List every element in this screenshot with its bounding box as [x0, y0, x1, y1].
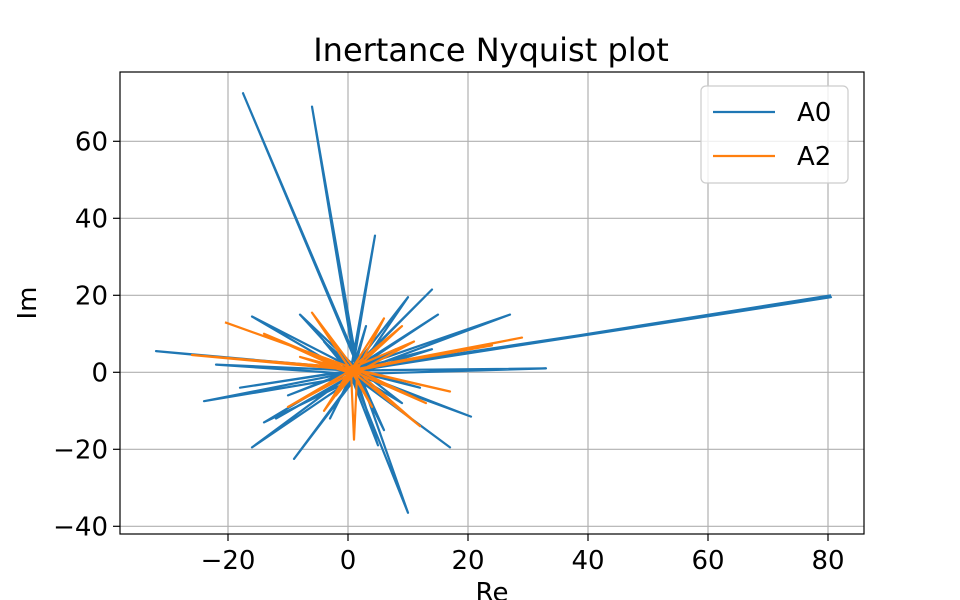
series-layer [154, 92, 833, 514]
y-tick-label: 20 [75, 281, 108, 311]
x-tick-label: 80 [811, 546, 844, 576]
x-axis-label: Re [476, 578, 509, 600]
y-tick-label: 60 [75, 127, 108, 157]
y-tick-label: −20 [53, 435, 108, 465]
plot-frame [119, 71, 865, 535]
axis-ticks: −20 0 20 40 60 80 −40 −20 0 20 40 60 [53, 127, 844, 576]
y-axis-label: Im [13, 287, 43, 320]
grid-lines [120, 72, 864, 534]
chart-title: Inertance Nyquist plot [313, 31, 669, 69]
legend-label-a0: A0 [797, 98, 831, 128]
x-tick-label: 20 [451, 546, 484, 576]
x-tick-label: 60 [691, 546, 724, 576]
legend-label-a2: A2 [797, 142, 831, 172]
y-tick-label: 40 [75, 204, 108, 234]
x-tick-label: 0 [340, 546, 357, 576]
series-line-a2 [190, 311, 524, 441]
y-tick-label: 0 [91, 358, 108, 388]
legend-box [700, 85, 849, 184]
x-tick-label: −20 [201, 546, 256, 576]
x-tick-label: 40 [571, 546, 604, 576]
y-tick-label: −40 [53, 512, 108, 542]
